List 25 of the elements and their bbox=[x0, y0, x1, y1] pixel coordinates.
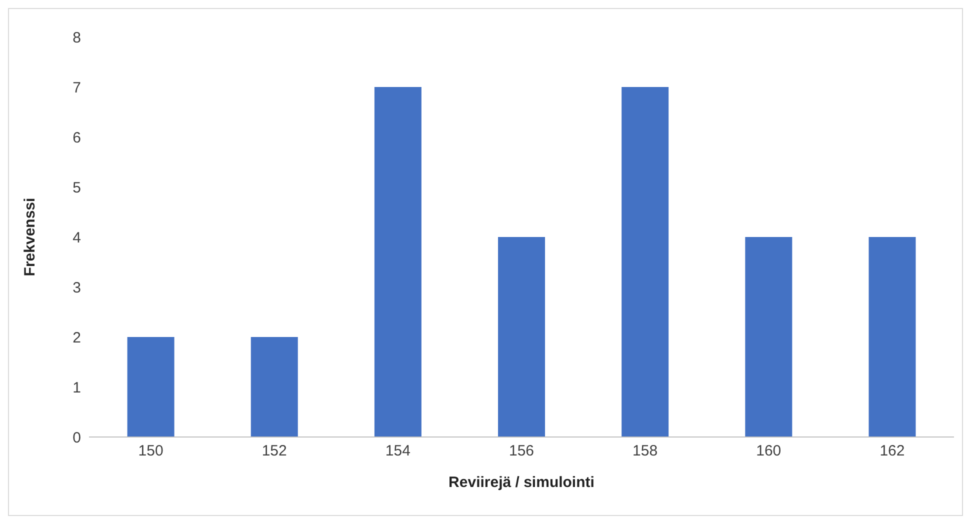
x-tick-label: 160 bbox=[756, 442, 782, 460]
bar bbox=[498, 237, 546, 437]
y-tick-label: 4 bbox=[72, 229, 81, 246]
bar bbox=[745, 237, 792, 437]
y-tick-label: 0 bbox=[72, 429, 81, 446]
y-tick-label: 2 bbox=[72, 329, 81, 346]
x-tick-label: 162 bbox=[880, 442, 905, 460]
bar bbox=[374, 87, 422, 437]
x-tick-label: 158 bbox=[632, 442, 658, 460]
y-tick-label: 7 bbox=[72, 79, 81, 96]
x-tick-label: 156 bbox=[508, 442, 534, 460]
y-tick-label: 5 bbox=[72, 179, 81, 196]
x-tick-label: 150 bbox=[138, 442, 164, 460]
x-tick-label: 152 bbox=[262, 442, 287, 460]
bar bbox=[622, 87, 669, 437]
x-tick-label: 154 bbox=[385, 442, 410, 460]
bar bbox=[250, 337, 298, 437]
y-tick-label: 8 bbox=[72, 29, 81, 46]
y-tick-label: 6 bbox=[72, 129, 81, 146]
x-axis-title: Reviirejä / simulointi bbox=[448, 474, 594, 491]
y-tick-label: 1 bbox=[72, 379, 81, 396]
bar bbox=[127, 337, 174, 437]
bar bbox=[868, 237, 916, 437]
y-tick-label: 3 bbox=[72, 279, 81, 296]
y-axis-title: Frekvenssi bbox=[21, 198, 38, 276]
